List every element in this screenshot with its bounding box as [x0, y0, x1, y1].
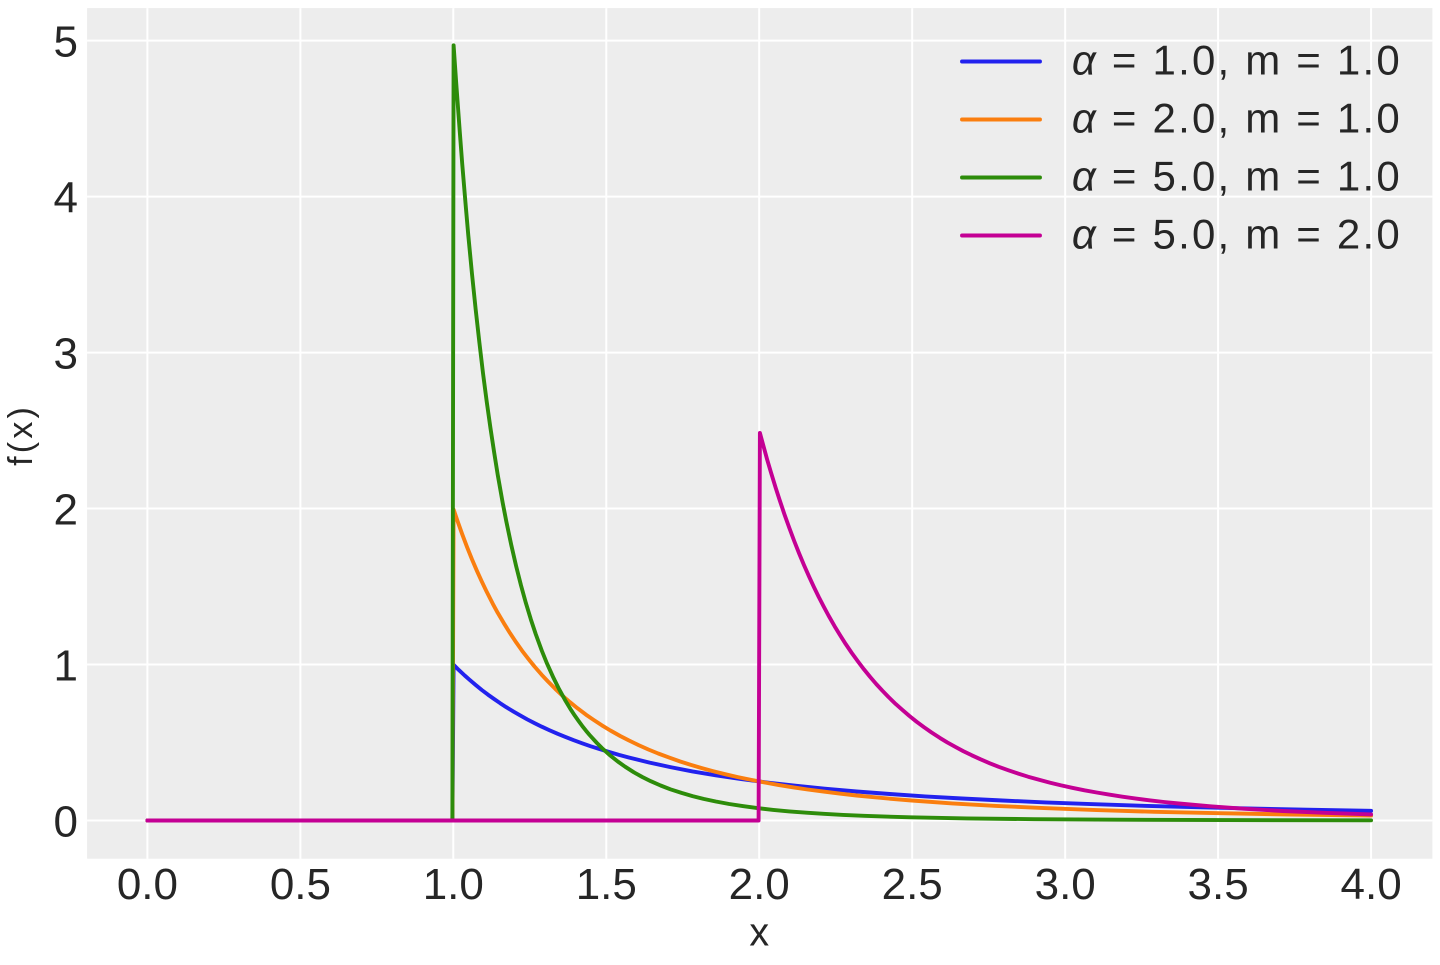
svg-text:4.0: 4.0 [1341, 860, 1402, 909]
svg-text:α = 5.0, m = 2.0: α = 5.0, m = 2.0 [1072, 210, 1402, 257]
svg-text:2.0: 2.0 [729, 860, 790, 909]
svg-text:2.5: 2.5 [882, 860, 943, 909]
svg-text:3.5: 3.5 [1188, 860, 1249, 909]
svg-text:x: x [749, 911, 769, 955]
svg-text:0.0: 0.0 [117, 860, 178, 909]
svg-text:4: 4 [54, 173, 78, 222]
svg-text:α = 5.0, m = 1.0: α = 5.0, m = 1.0 [1072, 152, 1402, 199]
svg-text:0: 0 [54, 797, 78, 846]
svg-text:1.0: 1.0 [423, 860, 484, 909]
svg-text:5: 5 [54, 17, 78, 66]
svg-text:3.0: 3.0 [1035, 860, 1096, 909]
svg-text:2: 2 [54, 485, 78, 534]
svg-text:α = 2.0, m = 1.0: α = 2.0, m = 1.0 [1072, 94, 1402, 141]
svg-text:α = 1.0, m = 1.0: α = 1.0, m = 1.0 [1072, 36, 1402, 83]
svg-text:f(x): f(x) [2, 404, 40, 466]
svg-text:1: 1 [54, 641, 78, 690]
svg-text:0.5: 0.5 [270, 860, 331, 909]
svg-text:1.5: 1.5 [576, 860, 637, 909]
svg-text:3: 3 [54, 329, 78, 378]
